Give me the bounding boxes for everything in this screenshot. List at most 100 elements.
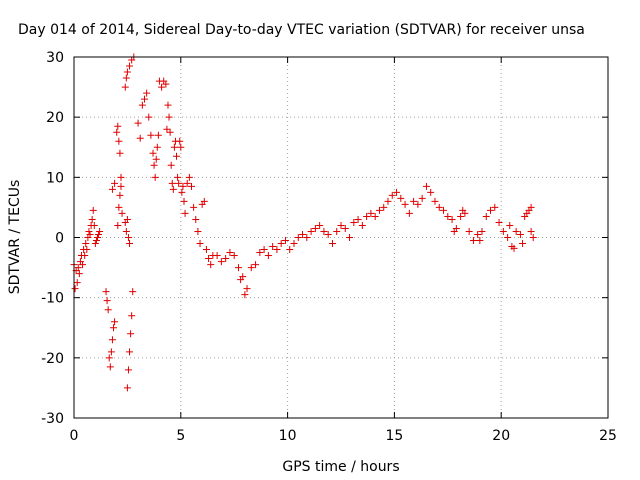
data-point [185,173,193,181]
data-point [241,291,249,299]
data-point [418,194,426,202]
data-point [243,285,251,293]
data-point [482,212,490,220]
data-point [478,227,486,235]
data-point [190,203,198,211]
data-point [205,255,213,263]
data-point [350,218,358,226]
data-point [281,237,289,245]
data-point [82,240,90,248]
data-point [367,209,375,217]
data-point [179,182,187,190]
data-point [134,119,142,127]
data-point [145,113,153,121]
data-point [307,227,315,235]
y-axis-label: SDTVAR / TECUs [7,180,23,295]
data-point [93,234,101,241]
data-point [122,74,130,82]
data-point [127,330,135,338]
data-point [516,230,524,238]
data-point [164,101,172,109]
data-point [106,363,114,371]
data-point [311,224,319,232]
data-point [401,200,409,208]
data-point [88,215,96,223]
data-point [114,122,122,130]
data-point [117,182,125,190]
data-point [86,230,94,238]
data-point [113,128,121,136]
y-tick-label: 20 [46,110,64,126]
data-point [252,261,260,269]
grid-lines [74,57,608,418]
data-point [124,234,132,241]
data-point [213,252,221,260]
data-point [143,89,151,97]
data-point [126,348,134,356]
data-point [108,185,116,193]
y-tick-label: -30 [41,411,64,427]
data-point [73,279,81,287]
data-point [273,246,281,254]
data-point [168,179,176,187]
data-point [136,134,144,142]
data-point [324,230,332,238]
data-point [177,143,185,151]
data-point [337,221,345,229]
data-point [405,209,413,217]
data-point [117,173,125,181]
data-point [277,240,285,248]
data-point [410,197,418,205]
data-point [150,161,158,169]
data-point [384,197,392,205]
data-point [91,240,99,248]
data-point [129,288,137,296]
data-point [151,173,159,181]
data-point [83,246,91,254]
y-tick-label: -10 [41,291,64,307]
data-point [173,152,181,160]
data-point [393,188,401,196]
data-point [95,230,103,238]
data-point [175,179,183,187]
data-point [380,203,388,211]
data-point [147,131,155,139]
x-tick-label: 10 [279,428,297,444]
data-point [529,234,537,241]
data-point [299,230,307,238]
data-point [256,249,264,257]
data-point [118,209,126,217]
data-point [123,215,131,223]
data-point [290,240,298,248]
data-point [320,227,328,235]
data-point [116,149,124,157]
data-point [397,194,405,202]
data-point [506,221,514,229]
data-point [79,261,87,269]
data-point [128,312,136,320]
data-point [341,224,349,232]
data-point [166,128,174,136]
x-tick-label: 0 [70,428,79,444]
data-point [234,264,242,272]
data-point [71,285,79,293]
data-point [138,101,146,109]
data-point [126,62,134,70]
data-point [354,215,362,223]
data-point [152,155,160,163]
data-point [111,179,119,187]
data-point [328,240,336,248]
data-point [124,366,132,374]
data-point [105,354,113,362]
data-point [103,297,111,305]
data-point [333,227,341,235]
y-tick-label: 30 [46,50,64,66]
data-point [474,230,482,238]
data-point [149,149,157,157]
x-tick-label: 25 [599,428,617,444]
data-point [75,270,83,278]
data-point [450,227,458,235]
data-point [102,288,110,296]
data-point [457,212,465,220]
plot-frame [73,56,609,419]
